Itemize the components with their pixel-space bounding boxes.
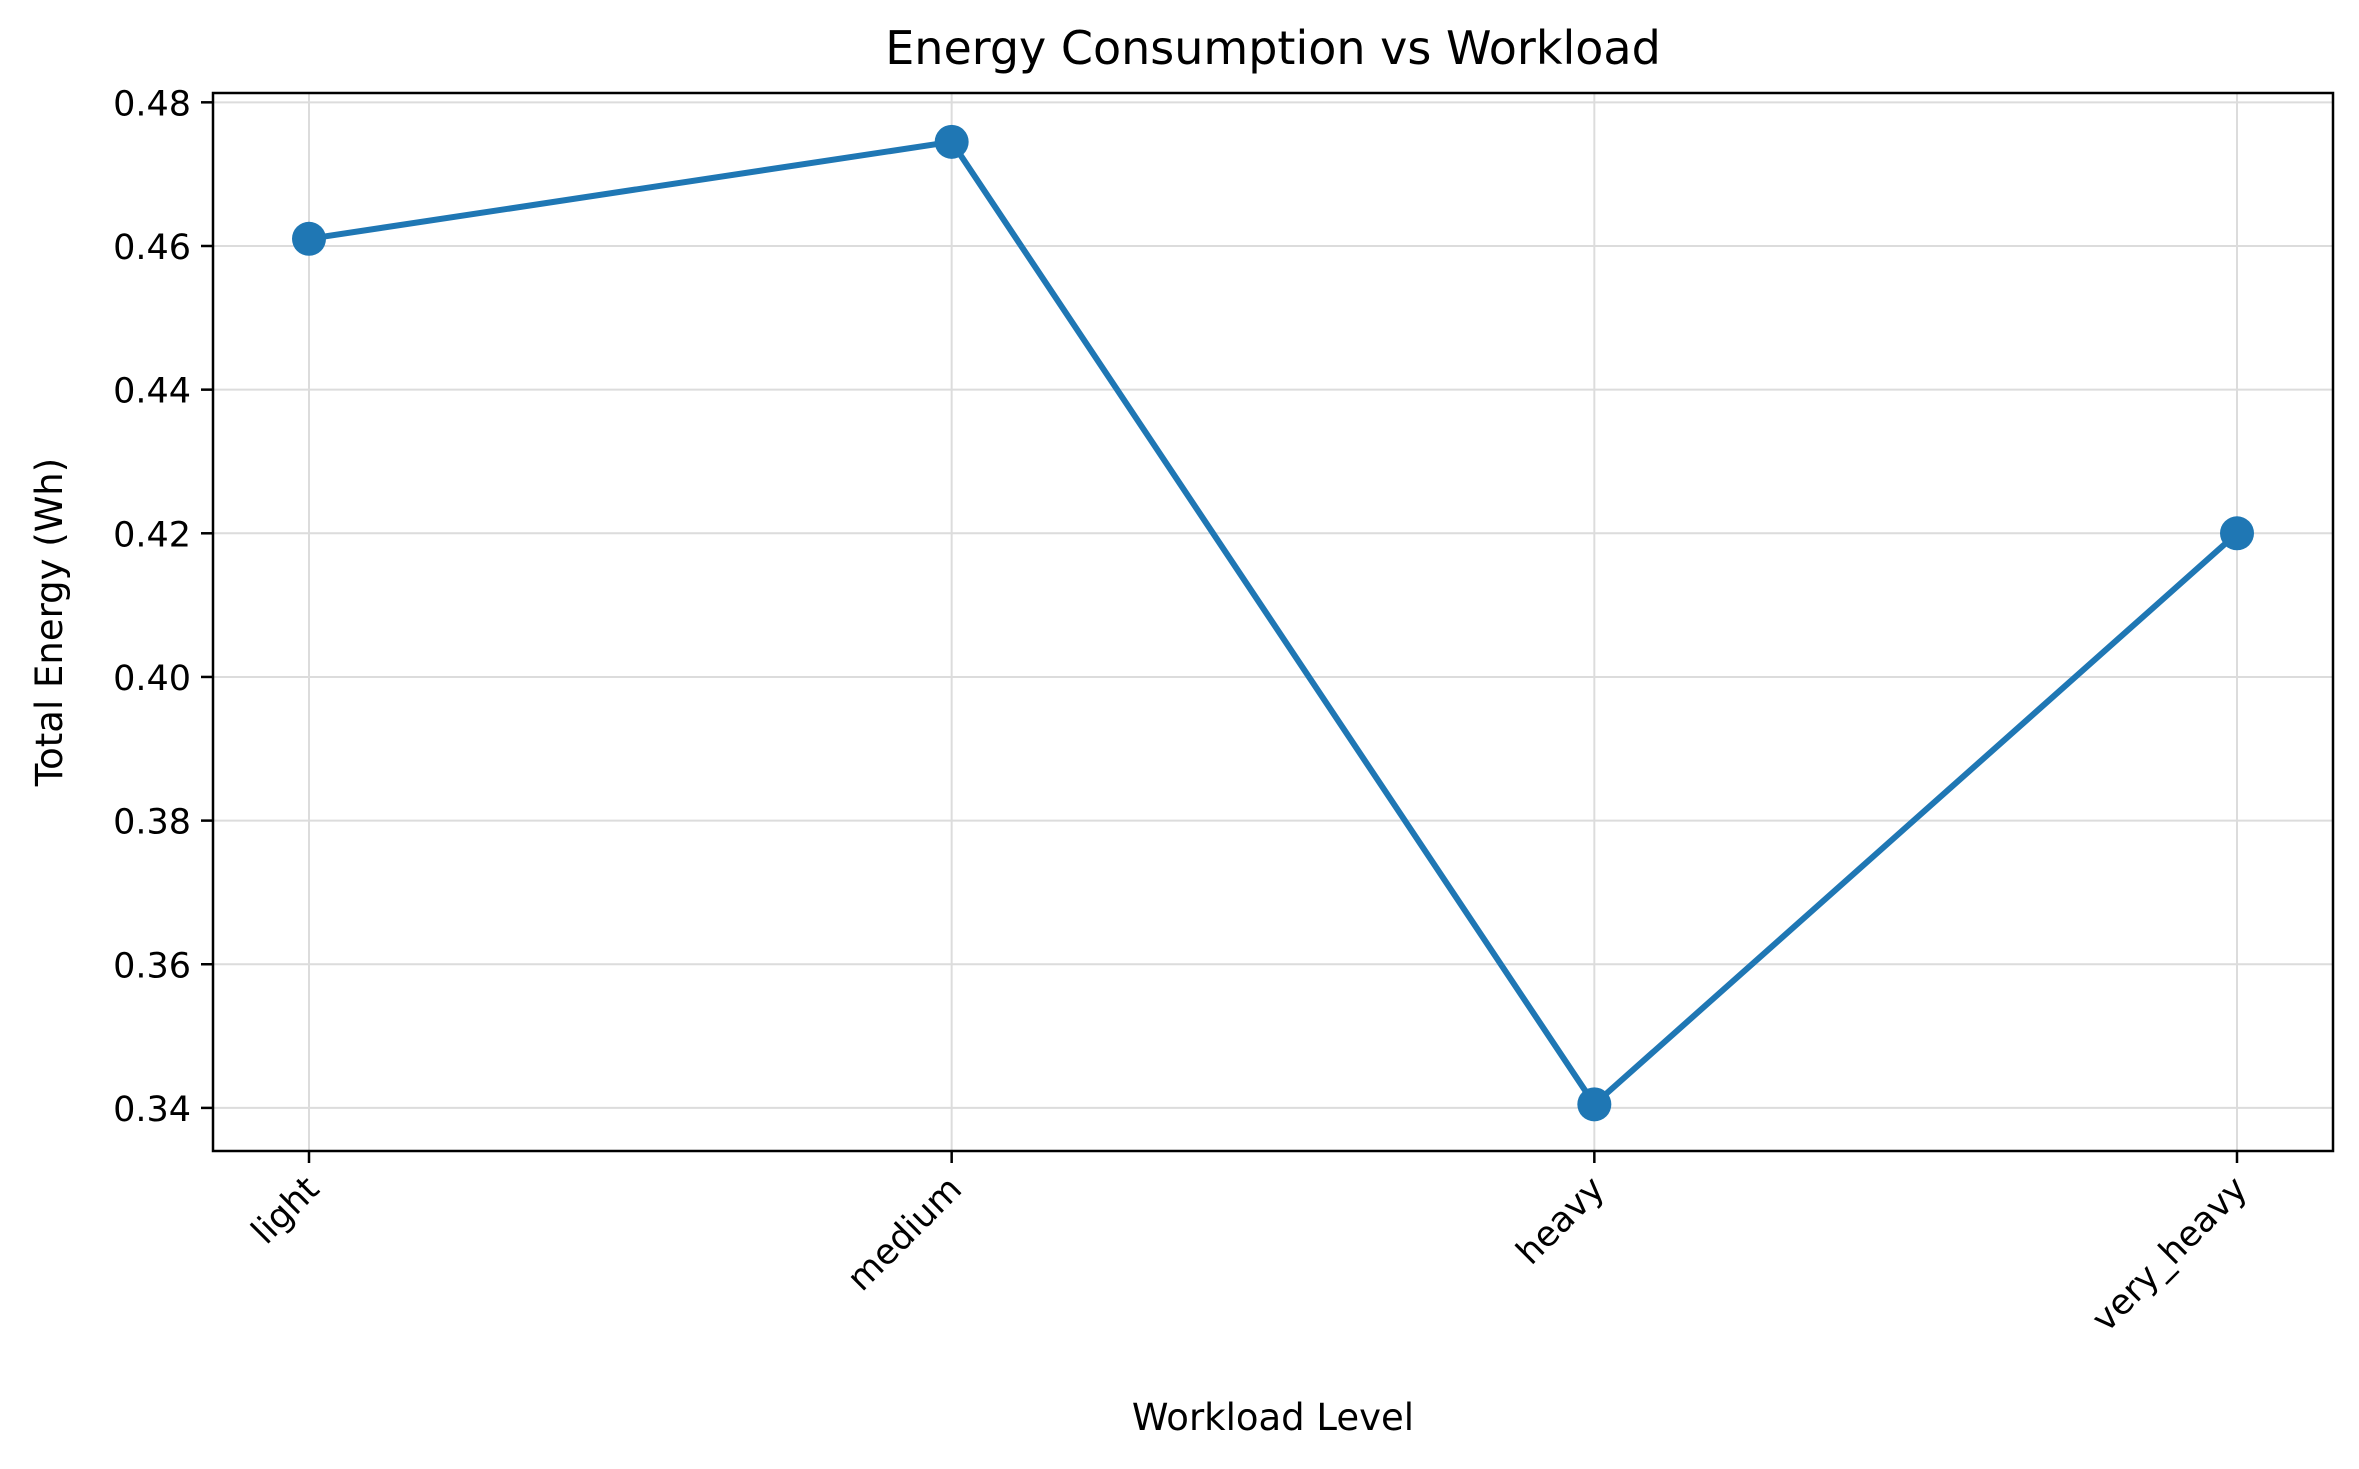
x-tick-label: very_heavy: [2085, 1169, 2256, 1340]
grid-layer: [213, 93, 2333, 1151]
series-layer: [292, 124, 2254, 1122]
chart-title: Energy Consumption vs Workload: [885, 21, 1661, 75]
data-point-light: [292, 221, 326, 256]
y-tick-label: 0.34: [113, 1090, 191, 1130]
y-axis-label: Total Energy (Wh): [28, 458, 71, 787]
y-tick-label: 0.40: [113, 659, 191, 699]
y-tick-label: 0.42: [113, 515, 191, 555]
x-axis-label: Workload Level: [1132, 1396, 1414, 1439]
y-tick-label: 0.36: [113, 946, 191, 986]
y-tick-label: 0.46: [113, 228, 191, 268]
x-tick-label: heavy: [1509, 1169, 1613, 1273]
series-line: [306, 138, 2240, 1108]
x-tick-label: light: [244, 1169, 327, 1252]
y-tick-label: 0.48: [113, 84, 191, 124]
plot-frame: [211, 91, 2335, 1153]
data-point-medium: [934, 124, 969, 159]
data-point-very_heavy: [2220, 516, 2254, 551]
y-tick-label: 0.44: [113, 372, 191, 412]
x-tick-label: medium: [840, 1169, 970, 1299]
y-tick-label: 0.38: [113, 803, 191, 843]
data-point-heavy: [1577, 1087, 1612, 1122]
